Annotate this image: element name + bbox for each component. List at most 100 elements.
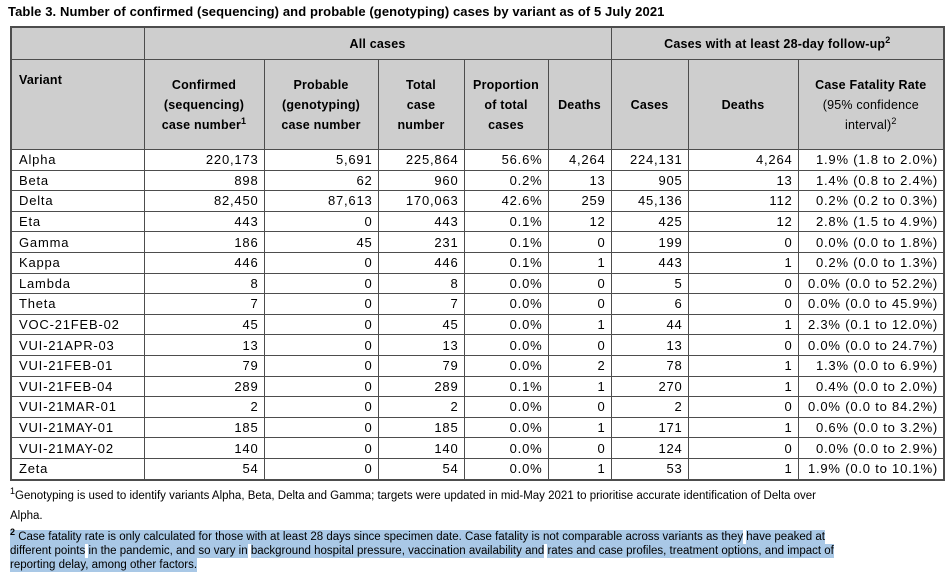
highlighted-text-segment: background hospital pressure, vaccinatio…: [250, 543, 545, 558]
column-header: Confirmed (sequencing) case number1: [143, 59, 265, 150]
cell-value: 0.0% (0.0 to 2.9%): [797, 437, 945, 459]
cell-value: 0: [263, 457, 379, 481]
cell-value: 12: [547, 210, 612, 233]
column-header: Total case number: [377, 59, 465, 150]
cell-value: 54: [377, 457, 465, 481]
cell-value: 124: [610, 437, 689, 459]
column-header-line: interval)2: [845, 115, 897, 132]
column-header-line: Cases: [630, 97, 669, 112]
cell-variant-name: VUI-21FEB-04: [10, 375, 145, 398]
cell-value: 7: [143, 293, 265, 315]
cell-value: 1: [547, 416, 612, 439]
cell-value: 45: [263, 231, 379, 253]
cell-value: 289: [377, 375, 465, 398]
column-header-line: (genotyping): [281, 97, 361, 112]
group-header-followup: Cases with at least 28-day follow-up2: [610, 26, 945, 60]
cell-value: 5,691: [263, 149, 379, 171]
cell-value: 0: [687, 231, 799, 253]
cell-value: 0: [263, 375, 379, 398]
cell-value: 45: [377, 313, 465, 336]
table-row: Beta 898 62 960 0.2% 13 905 13 1.4% (0.8 to 2.4%…: [10, 169, 945, 192]
table-title: Table 3. Number of confirmed (sequencing…: [8, 4, 665, 19]
cell-value: 82,450: [143, 190, 265, 212]
cell-value: 0.0% (0.0 to 1.8%): [797, 231, 945, 253]
cell-value: 1.9% (1.8 to 2.0%): [797, 149, 945, 171]
group-header-all-cases: All cases: [143, 26, 612, 60]
cell-value: 140: [143, 437, 265, 459]
cell-value: 170,063: [377, 190, 465, 212]
cell-value: 0.2% (0.0 to 1.3%): [797, 251, 945, 274]
cell-value: 0.0%: [463, 416, 549, 439]
cell-value: 0: [687, 396, 799, 418]
cell-value: 1: [687, 457, 799, 481]
table-row: VUI-21MAY-02 140 0 140 0.0% 0 124 0 0.0% (0.0 to…: [10, 437, 945, 459]
cell-value: 79: [143, 354, 265, 377]
table-row: Lambda 8 0 8 0.0% 0 5 0 0.0% (0.0 to 52.2%): [10, 272, 945, 295]
cell-value: 1: [547, 375, 612, 398]
cell-value: 0: [547, 396, 612, 418]
cell-value: 0: [263, 416, 379, 439]
footnote-2: 2 Case fatality rate is only calculated …: [10, 527, 952, 572]
column-header-line: (sequencing): [163, 97, 245, 112]
cell-value: 0: [263, 313, 379, 336]
cell-variant-name: Lambda: [10, 272, 145, 295]
cell-value: 5: [610, 272, 689, 295]
cell-value: 62: [263, 169, 379, 192]
cell-value: 6: [610, 293, 689, 315]
cell-value: 425: [610, 210, 689, 233]
column-header-line: Probable: [293, 77, 349, 92]
cell-value: 13: [687, 169, 799, 192]
cell-value: 1: [687, 313, 799, 336]
cell-value: 231: [377, 231, 465, 253]
column-header-line: number: [397, 117, 445, 132]
cell-value: 259: [547, 190, 612, 212]
group-header-row: All cases Cases with at least 28-day foll…: [10, 26, 945, 60]
cell-value: 443: [143, 210, 265, 233]
cell-value: 225,864: [377, 149, 465, 171]
cell-value: 0.1%: [463, 210, 549, 233]
cell-value: 56.6%: [463, 149, 549, 171]
table-row: VUI-21MAR-01 2 0 2 0.0% 0 2 0 0.0% (0.0 to 84.2%…: [10, 396, 945, 418]
superscript-1: 1: [241, 115, 247, 126]
cell-value: 0: [263, 396, 379, 418]
highlighted-text-segment: have peaked at: [746, 529, 825, 544]
cell-value: 0.0% (0.0 to 84.2%): [797, 396, 945, 418]
cell-value: 112: [687, 190, 799, 212]
cell-value: 2: [377, 396, 465, 418]
footnote-2-line: reporting delay, among other factors.: [10, 557, 952, 572]
table-body: Alpha 220,173 5,691 225,864 56.6% 4,264 224,13…: [10, 149, 945, 481]
cell-value: 220,173: [143, 149, 265, 171]
cell-value: 8: [143, 272, 265, 295]
cell-value: 140: [377, 437, 465, 459]
variant-cases-table: All cases Cases with at least 28-day foll…: [10, 26, 946, 481]
column-header-variant: Variant: [10, 59, 145, 150]
cell-variant-name: Eta: [10, 210, 145, 233]
cell-value: 2.8% (1.5 to 4.9%): [797, 210, 945, 233]
cell-value: 0.0%: [463, 313, 549, 336]
highlighted-text-segment: different points: [10, 543, 86, 558]
cell-value: 1: [687, 354, 799, 377]
cell-value: 443: [610, 251, 689, 274]
cell-value: 1: [547, 251, 612, 274]
cell-value: 186: [143, 231, 265, 253]
cell-variant-name: Alpha: [10, 149, 145, 171]
cell-value: 0.2% (0.2 to 0.3%): [797, 190, 945, 212]
column-header: Case Fatality Rate (95% confidence interva…: [797, 59, 945, 150]
column-header: Deaths: [547, 59, 612, 150]
highlighted-text-segment: rates and case profiles, treatment optio…: [547, 543, 834, 558]
cell-value: 79: [377, 354, 465, 377]
cell-value: 0: [687, 437, 799, 459]
cell-value: 1: [687, 375, 799, 398]
superscript-1: 1: [10, 485, 16, 496]
cell-value: 905: [610, 169, 689, 192]
cell-value: 0.0%: [463, 354, 549, 377]
cell-value: 199: [610, 231, 689, 253]
cell-value: 4,264: [547, 149, 612, 171]
cell-value: 53: [610, 457, 689, 481]
cell-value: 898: [143, 169, 265, 192]
cell-variant-name: VUI-21MAY-01: [10, 416, 145, 439]
column-header: Deaths: [687, 59, 799, 150]
column-header-line: Confirmed: [171, 77, 237, 92]
cell-value: 443: [377, 210, 465, 233]
